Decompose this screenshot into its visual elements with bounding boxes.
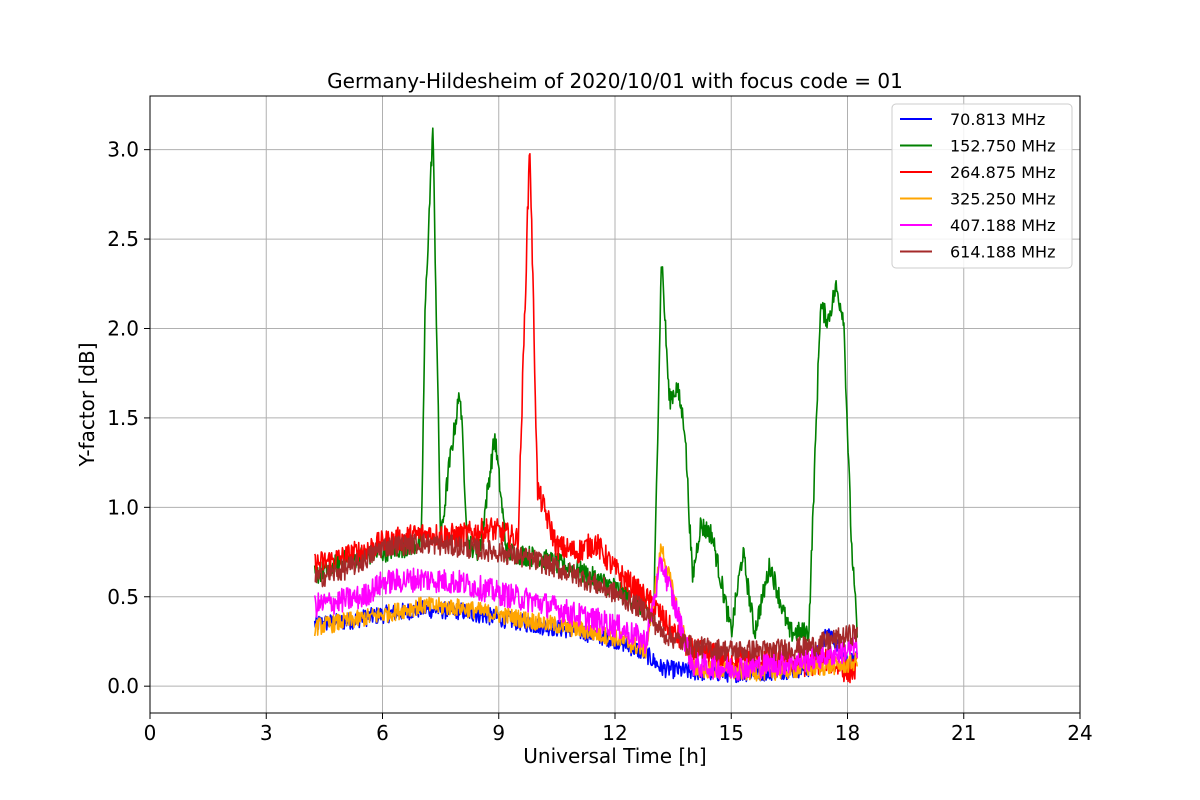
x-tick-label: 18: [835, 721, 860, 745]
y-tick-label: 1.0: [107, 495, 139, 519]
y-tick-label: 0.5: [107, 585, 139, 609]
legend-label: 325.250 MHz: [950, 190, 1055, 209]
legend-box: [891, 103, 1073, 269]
legend-label: 70.813 MHz: [950, 110, 1045, 129]
legend-label: 264.875 MHz: [950, 163, 1055, 182]
series-line-5: [314, 533, 858, 662]
x-tick-label: 12: [602, 721, 627, 745]
y-tick-label: 1.5: [107, 406, 139, 430]
x-tick-label: 24: [1067, 721, 1092, 745]
legend-label: 407.188 MHz: [950, 216, 1055, 235]
chart-title: Germany-Hildesheim of 2020/10/01 with fo…: [327, 69, 903, 93]
y-tick-label: 3.0: [107, 138, 139, 162]
axis-ticks: 0 3 6 9 12 15 18 21 24 0.0 0.5 1.0 1.5 2.0 2.5 3.0: [107, 138, 1093, 745]
x-axis-label: Universal Time [h]: [523, 744, 706, 768]
x-tick-label: 3: [260, 721, 273, 745]
y-tick-label: 0.0: [107, 674, 139, 698]
plot-series: [313, 127, 858, 684]
x-tick-label: 0: [144, 721, 157, 745]
legend-label: 614.188 MHz: [950, 243, 1055, 262]
series-line-4: [313, 556, 858, 681]
series-line-2: [313, 153, 858, 684]
x-tick-label: 9: [492, 721, 505, 745]
x-tick-label: 15: [719, 721, 744, 745]
y-tick-label: 2.5: [107, 227, 139, 251]
legend-label: 152.750 MHz: [950, 137, 1055, 156]
legend: 70.813 MHz 152.750 MHz 264.875 MHz 325.250 …: [891, 103, 1073, 269]
x-tick-label: 6: [376, 721, 389, 745]
y-tick-label: 2.0: [107, 316, 139, 340]
y-axis-label: Y-factor [dB]: [75, 342, 99, 467]
x-tick-label: 21: [951, 721, 976, 745]
